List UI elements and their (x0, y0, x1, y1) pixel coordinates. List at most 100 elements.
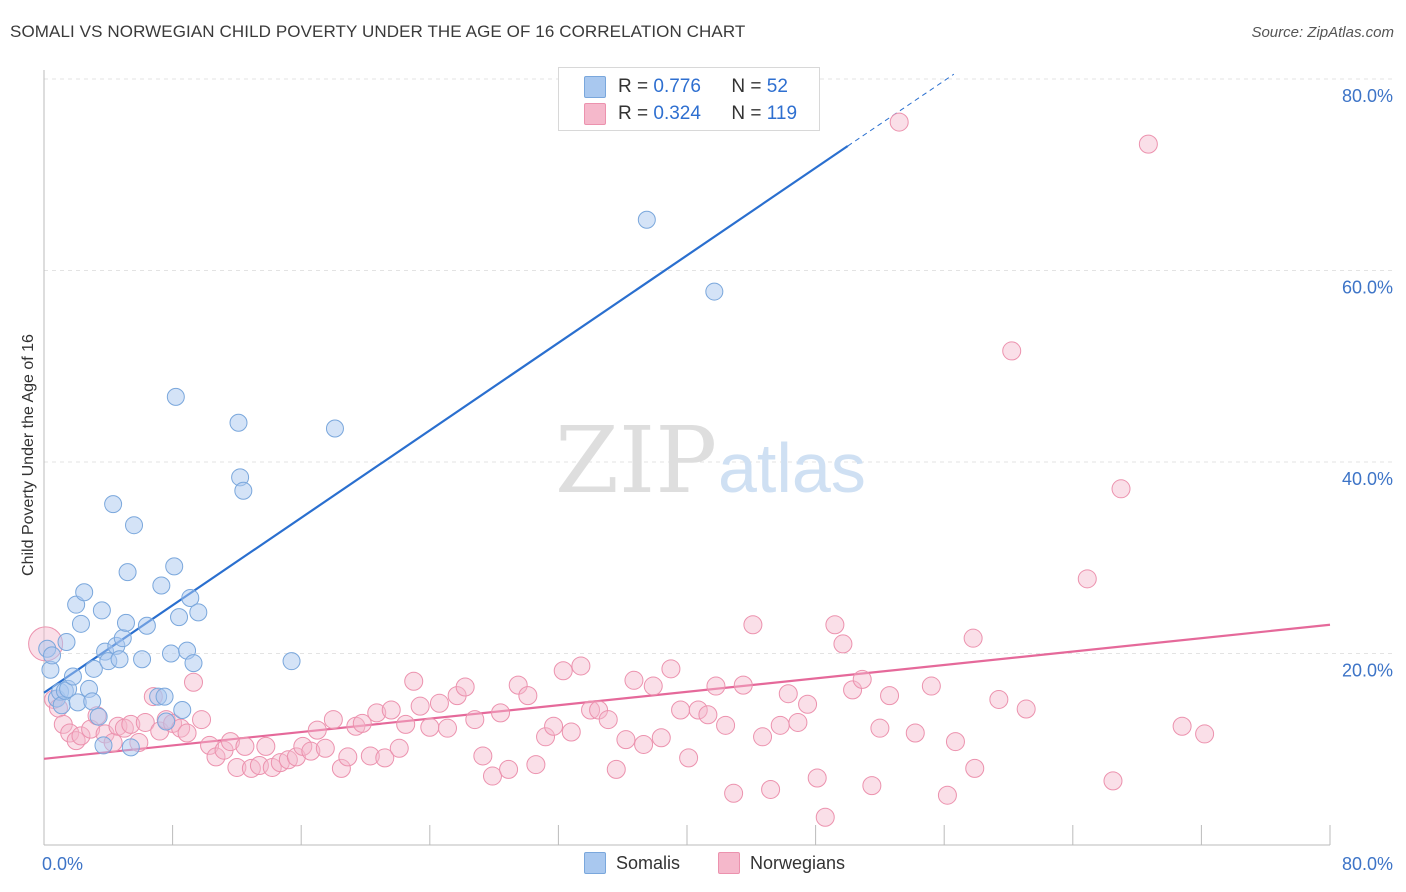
norwegian-point (396, 714, 416, 734)
norwegian-point (889, 112, 909, 132)
legend-series: Somalis Norwegians (0, 852, 1406, 876)
legend-row-norwegian: R = 0.324 N = 119 (584, 103, 797, 125)
somali-point (71, 614, 90, 633)
norwegian-point (651, 728, 671, 748)
somali-point (118, 563, 137, 582)
norwegian-point (862, 776, 882, 796)
somali-swatch (584, 76, 606, 98)
norwegian-point (880, 686, 900, 706)
norwegian-point (753, 727, 773, 747)
somali-point (165, 557, 184, 576)
norwegian-point (807, 768, 827, 788)
norwegian-point (499, 759, 519, 779)
norwegian-point (301, 741, 321, 761)
norwegian-point (482, 766, 502, 786)
norwegian-point (183, 672, 203, 692)
somali-point (75, 583, 94, 602)
watermark: ZIP atlas (555, 407, 866, 514)
norwegian-point (937, 785, 957, 805)
norwegian-point (905, 723, 925, 743)
norwegian-point (716, 715, 736, 735)
norwegian-point (367, 703, 387, 723)
somali-point (173, 700, 192, 719)
norwegian-point (410, 696, 430, 716)
norwegian-point (815, 807, 835, 827)
somali-point (113, 629, 132, 648)
somali-point (89, 707, 108, 726)
norwegians-legend-label: Norwegians (750, 852, 846, 873)
norwegian-point (465, 710, 485, 730)
norwegian-point (404, 671, 424, 691)
y-tick-label: 60.0% (1342, 278, 1393, 298)
norwegian-point (389, 738, 409, 758)
norwegian-point (671, 700, 691, 720)
norwegian-point (429, 693, 449, 713)
somali-point (125, 516, 144, 535)
source-label: Source: ZipAtlas.com (1251, 24, 1394, 41)
norwegian-point (963, 628, 983, 648)
somali-point (84, 659, 103, 678)
legend-row-somali: R = 0.776 N = 52 (584, 76, 788, 98)
norwegian-point (331, 758, 351, 778)
norwegian-point (220, 732, 240, 752)
somali-point (155, 687, 174, 706)
norwegian-point (323, 710, 343, 730)
norwegian-point (235, 736, 255, 756)
norwegian-point (491, 703, 511, 723)
norwegian-point (381, 700, 401, 720)
somali-point (705, 282, 724, 301)
norwegian-point (1172, 716, 1192, 736)
norwegian-point (724, 783, 744, 803)
somali-point (161, 644, 180, 663)
norwegian-point (989, 689, 1009, 709)
somali-point (121, 738, 140, 757)
norwegian-point (1111, 479, 1131, 499)
norwegian-point (1103, 771, 1123, 791)
somali-point (83, 692, 102, 711)
norwegian-point (825, 615, 845, 635)
somali-point (189, 603, 208, 622)
somali-n-label: N = (731, 76, 767, 97)
norwegian-point (200, 735, 220, 755)
somali-point (94, 736, 113, 755)
tick-labels: 20.0% 40.0% 60.0% 80.0% 0.0% 80.0% (42, 86, 1393, 874)
norwegian-point (508, 675, 528, 695)
somali-point (104, 495, 123, 514)
somali-point (116, 613, 135, 632)
somali-point (63, 667, 82, 686)
somali-point (152, 576, 171, 595)
norwegian-swatch (584, 103, 606, 125)
norwegian-point (945, 732, 965, 752)
norwegian-point (743, 615, 763, 635)
axes (43, 70, 1331, 846)
norwegian-n-value: 119 (766, 103, 798, 124)
norwegian-point (843, 680, 863, 700)
norwegian-point (598, 710, 618, 730)
norwegian-point (518, 686, 538, 706)
norwegian-point (624, 670, 644, 690)
somali-point (137, 616, 156, 635)
norwegian-point (561, 722, 581, 742)
watermark-atlas: atlas (718, 429, 866, 507)
norwegian-point (921, 676, 941, 696)
somali-point (43, 646, 62, 665)
norwegian-point (870, 718, 890, 738)
norwegian-point (778, 684, 798, 704)
somali-point (181, 588, 200, 607)
norwegian-point (71, 726, 91, 746)
norwegian-point (338, 747, 358, 767)
norwegian-point (352, 713, 372, 733)
norwegian-point (616, 730, 636, 750)
norwegian-point (1195, 724, 1215, 744)
somali-trend-extension (847, 73, 955, 147)
norwegian-point (135, 712, 155, 732)
norwegian-point (688, 700, 708, 720)
norwegian-point (698, 705, 718, 725)
legend-stats: R = 0.776 N = 52 R = 0.324 N = 119 (558, 67, 820, 131)
norwegian-point (852, 669, 872, 689)
norwegian-point (833, 634, 853, 654)
y-tick-label: 40.0% (1342, 469, 1393, 489)
norwegian-point (1002, 341, 1022, 361)
norwegian-point (581, 700, 601, 720)
norwegian-point (60, 723, 80, 743)
